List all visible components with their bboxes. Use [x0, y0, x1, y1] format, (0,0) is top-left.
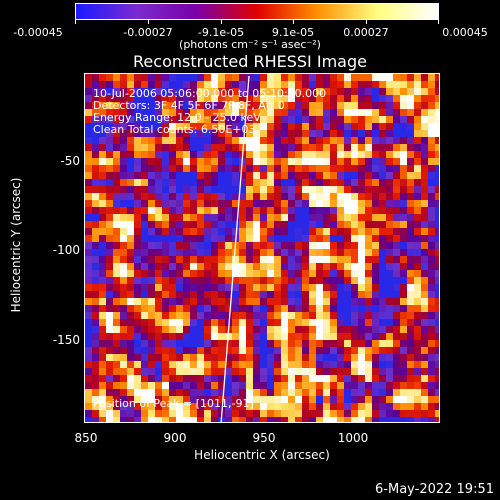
solar-limb-curve — [220, 75, 250, 422]
x-axis-label: Heliocentric X (arcsec) — [194, 448, 330, 462]
colorbar-tick-label: -0.00045 — [13, 26, 63, 39]
colorbar-tick-label: 0.00045 — [442, 26, 488, 39]
time-range-label: 10-Jul-2006 05:06:00.000 to 05:10:00.000 — [93, 87, 327, 100]
colorbar-tick-mark — [438, 20, 439, 24]
colorbar-tick-mark — [366, 20, 367, 24]
x-tick-label: 950 — [252, 431, 276, 445]
colorbar-tick-label: 9.1e-05 — [271, 26, 315, 39]
x-tick-label: 900 — [163, 431, 187, 445]
solar-limb-line — [220, 75, 250, 422]
timestamp-footer: 6-May-2022 19:51 — [375, 482, 494, 497]
rhessi-intensity-map — [85, 74, 439, 422]
image-plot-area: 10-Jul-2006 05:06:00.000 to 05:10:00.000… — [84, 73, 440, 423]
x-tick-label: 850 — [74, 431, 98, 445]
colorbar — [75, 3, 439, 20]
y-tick-label: -50 — [60, 154, 80, 168]
colorbar-tick-mark — [75, 20, 76, 24]
colorbar-tick-label: -0.00027 — [123, 26, 173, 39]
colorbar-tick-label: 0.00027 — [343, 26, 389, 39]
y-tick-label: -100 — [52, 243, 80, 257]
colorbar-tick-mark — [293, 20, 294, 24]
y-axis-label: Heliocentric Y (arcsec) — [9, 177, 23, 313]
image-title: Reconstructed RHESSI Image — [133, 52, 367, 71]
x-tick-label: 1000 — [337, 431, 369, 445]
colorbar-tick-mark — [221, 20, 222, 24]
colorbar-units: (photons cm⁻² s⁻¹ asec⁻²) — [179, 38, 321, 51]
colorbar-tick-label: -9.1e-05 — [197, 26, 245, 39]
clean-counts-label: Clean Total counts: 6.50E+03 — [93, 123, 256, 136]
detectors-label: Detectors: 3F 4F 5F 6F 7F 8F, Att 0 — [93, 99, 285, 112]
peak-position-label: Position of Peak = [1011,-91] — [93, 397, 254, 410]
colorbar-tick-mark — [148, 20, 149, 24]
energy-range-label: Energy Range: 12.0 - 25.0 keV — [93, 111, 261, 124]
y-tick-label: -150 — [52, 333, 80, 347]
